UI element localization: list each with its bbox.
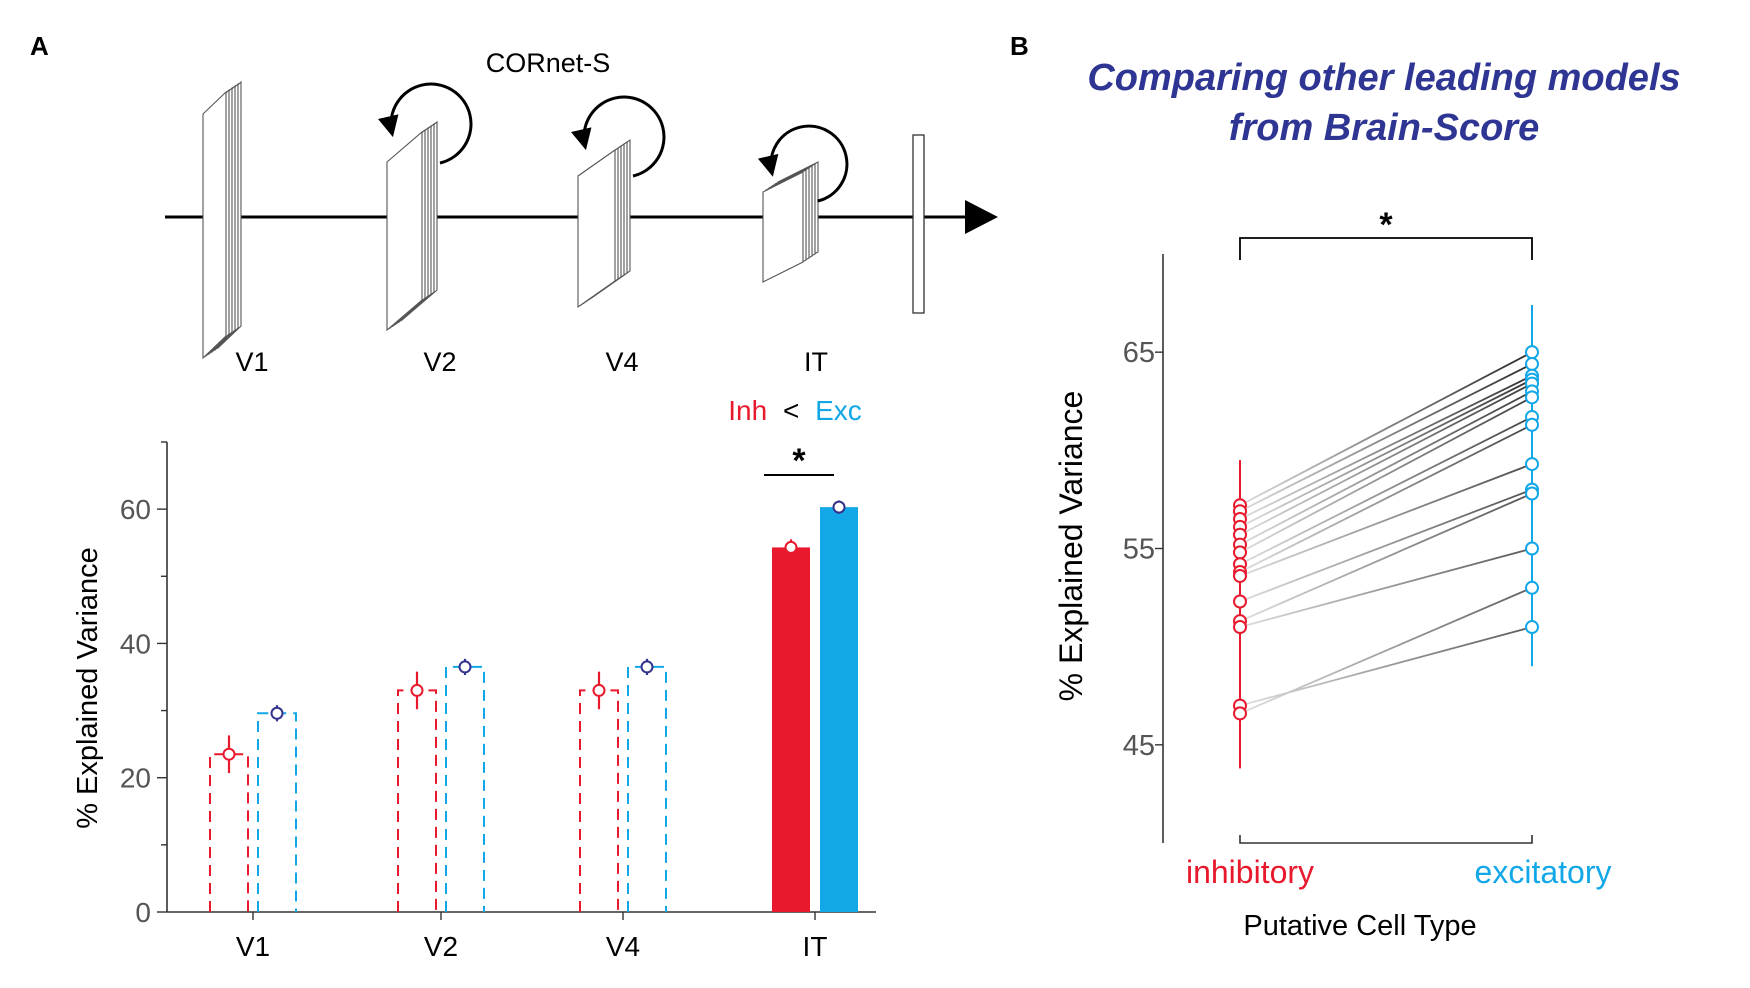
point-excitatory [1525, 345, 1539, 360]
sig-header: Inh < Exc [728, 395, 862, 426]
mean-marker-exc-v4 [640, 660, 654, 674]
pair-line [1239, 382, 1533, 536]
layer-label-v1: V1 [235, 347, 268, 377]
pair-line [1239, 390, 1533, 546]
mean-marker-exc-v2 [458, 660, 472, 674]
chart-a-y-tick-label: 40 [120, 628, 151, 659]
flow-arrow-head [965, 200, 998, 234]
output-layer [912, 134, 925, 314]
bar-inh-v2 [397, 689, 437, 912]
pair-line [1239, 547, 1533, 628]
chart-a-ylabel: % Explained Variance [72, 547, 104, 829]
layer-stack-it [762, 161, 819, 283]
bar-exc-it [820, 507, 858, 912]
chart-b-y-tick-label: 65 [1123, 337, 1155, 369]
chart-a-y-tick-label: 60 [120, 494, 151, 525]
pair-line [1239, 424, 1533, 573]
sig-header-exc: Exc [815, 395, 862, 426]
mean-marker-inh-v4 [592, 683, 606, 697]
point-excitatory [1525, 541, 1539, 556]
sig-header-inh: Inh [728, 395, 767, 426]
point-excitatory [1525, 457, 1539, 472]
layer-stack-v2 [386, 120, 438, 332]
bar-exc-v1 [257, 712, 297, 912]
layer-sheet [386, 130, 423, 332]
chart-a-x-tick-label: V4 [606, 931, 640, 962]
point-inhibitory [1233, 706, 1247, 721]
pair-line [1239, 363, 1533, 513]
cornet-diagram: CORnet-S V1 V2 V4 IT [165, 48, 998, 377]
sig-star-a: * [792, 442, 806, 480]
panel-label-b: B [1010, 31, 1029, 61]
layer-stack-v1 [202, 80, 242, 360]
layer-stack-v4 [577, 138, 631, 309]
point-excitatory [1525, 580, 1539, 595]
bar-inh-v1 [209, 753, 249, 912]
chart-b-title-line-2: from Brain-Score [1229, 107, 1539, 149]
chart-b-title-line-1: Comparing other leading models [1087, 57, 1680, 99]
layer-label-v2: V2 [423, 347, 456, 377]
pair-line [1239, 374, 1533, 520]
category-label-inhibitory: inhibitory [1186, 854, 1314, 890]
point-inhibitory [1233, 594, 1247, 609]
mean-marker-exc-it [832, 500, 846, 514]
layer-sheet [202, 90, 227, 360]
layer-label-v4: V4 [605, 347, 638, 377]
layer-sheet [577, 148, 616, 309]
mean-marker-inh-it [784, 540, 798, 554]
bar-exc-v2 [445, 665, 485, 912]
pair-line [1239, 492, 1533, 622]
recurrence-arrow-v2 [378, 82, 473, 165]
category-label-excitatory: excitatory [1475, 854, 1612, 890]
chart-a-x-tick-label: V2 [424, 931, 458, 962]
layer-label-it: IT [804, 347, 828, 377]
pair-line [1239, 586, 1533, 715]
pair-line [1239, 488, 1533, 603]
diagram-title: CORnet-S [486, 48, 611, 78]
point-excitatory [1525, 356, 1539, 371]
chart-a-y-tick-label: 20 [120, 763, 151, 794]
bar-exc-v4 [627, 665, 667, 912]
chart-b-y-tick-label: 45 [1123, 730, 1155, 762]
pair-line [1239, 416, 1533, 566]
layer-sheet [762, 171, 804, 283]
point-excitatory [1525, 417, 1539, 432]
pair-line [1239, 378, 1533, 528]
bar-inh-v4 [579, 689, 619, 912]
point-inhibitory [1233, 620, 1247, 635]
recurrence-arrow-it [757, 124, 849, 203]
chart-b: Comparing other leading models from Brai… [1053, 57, 1681, 942]
mean-marker-exc-v1 [270, 706, 284, 720]
pair-line [1239, 396, 1533, 554]
point-inhibitory [1233, 568, 1247, 583]
chart-b-ylabel: % Explained Variance [1053, 391, 1089, 702]
panel-label-a: A [30, 31, 49, 61]
chart-a-y-tick-label: 0 [135, 897, 151, 928]
recurrence-arrow-v4 [571, 95, 666, 178]
mean-marker-inh-v1 [222, 747, 236, 761]
chart-b-xlabel: Putative Cell Type [1243, 910, 1476, 942]
mean-marker-inh-v2 [410, 683, 424, 697]
point-inhibitory [1233, 545, 1247, 560]
point-excitatory [1525, 620, 1539, 635]
sig-bracket-b [1239, 237, 1533, 260]
bar-inh-it [772, 547, 810, 912]
point-excitatory [1525, 486, 1539, 501]
pair-line [1239, 463, 1533, 577]
chart-a-x-tick-label: IT [803, 931, 828, 962]
chart-b-y-tick-label: 55 [1123, 534, 1155, 566]
chart-a-x-tick-label: V1 [236, 931, 270, 962]
chart-b-x-axis [1239, 835, 1533, 844]
chart-a: 0 20 40 60 V1 V2 V4 IT % Explained Variance Inh… [72, 395, 876, 962]
point-excitatory [1525, 390, 1539, 405]
sig-header-op: < [783, 395, 799, 426]
sig-star-b: * [1379, 206, 1393, 244]
pair-line [1239, 351, 1533, 507]
